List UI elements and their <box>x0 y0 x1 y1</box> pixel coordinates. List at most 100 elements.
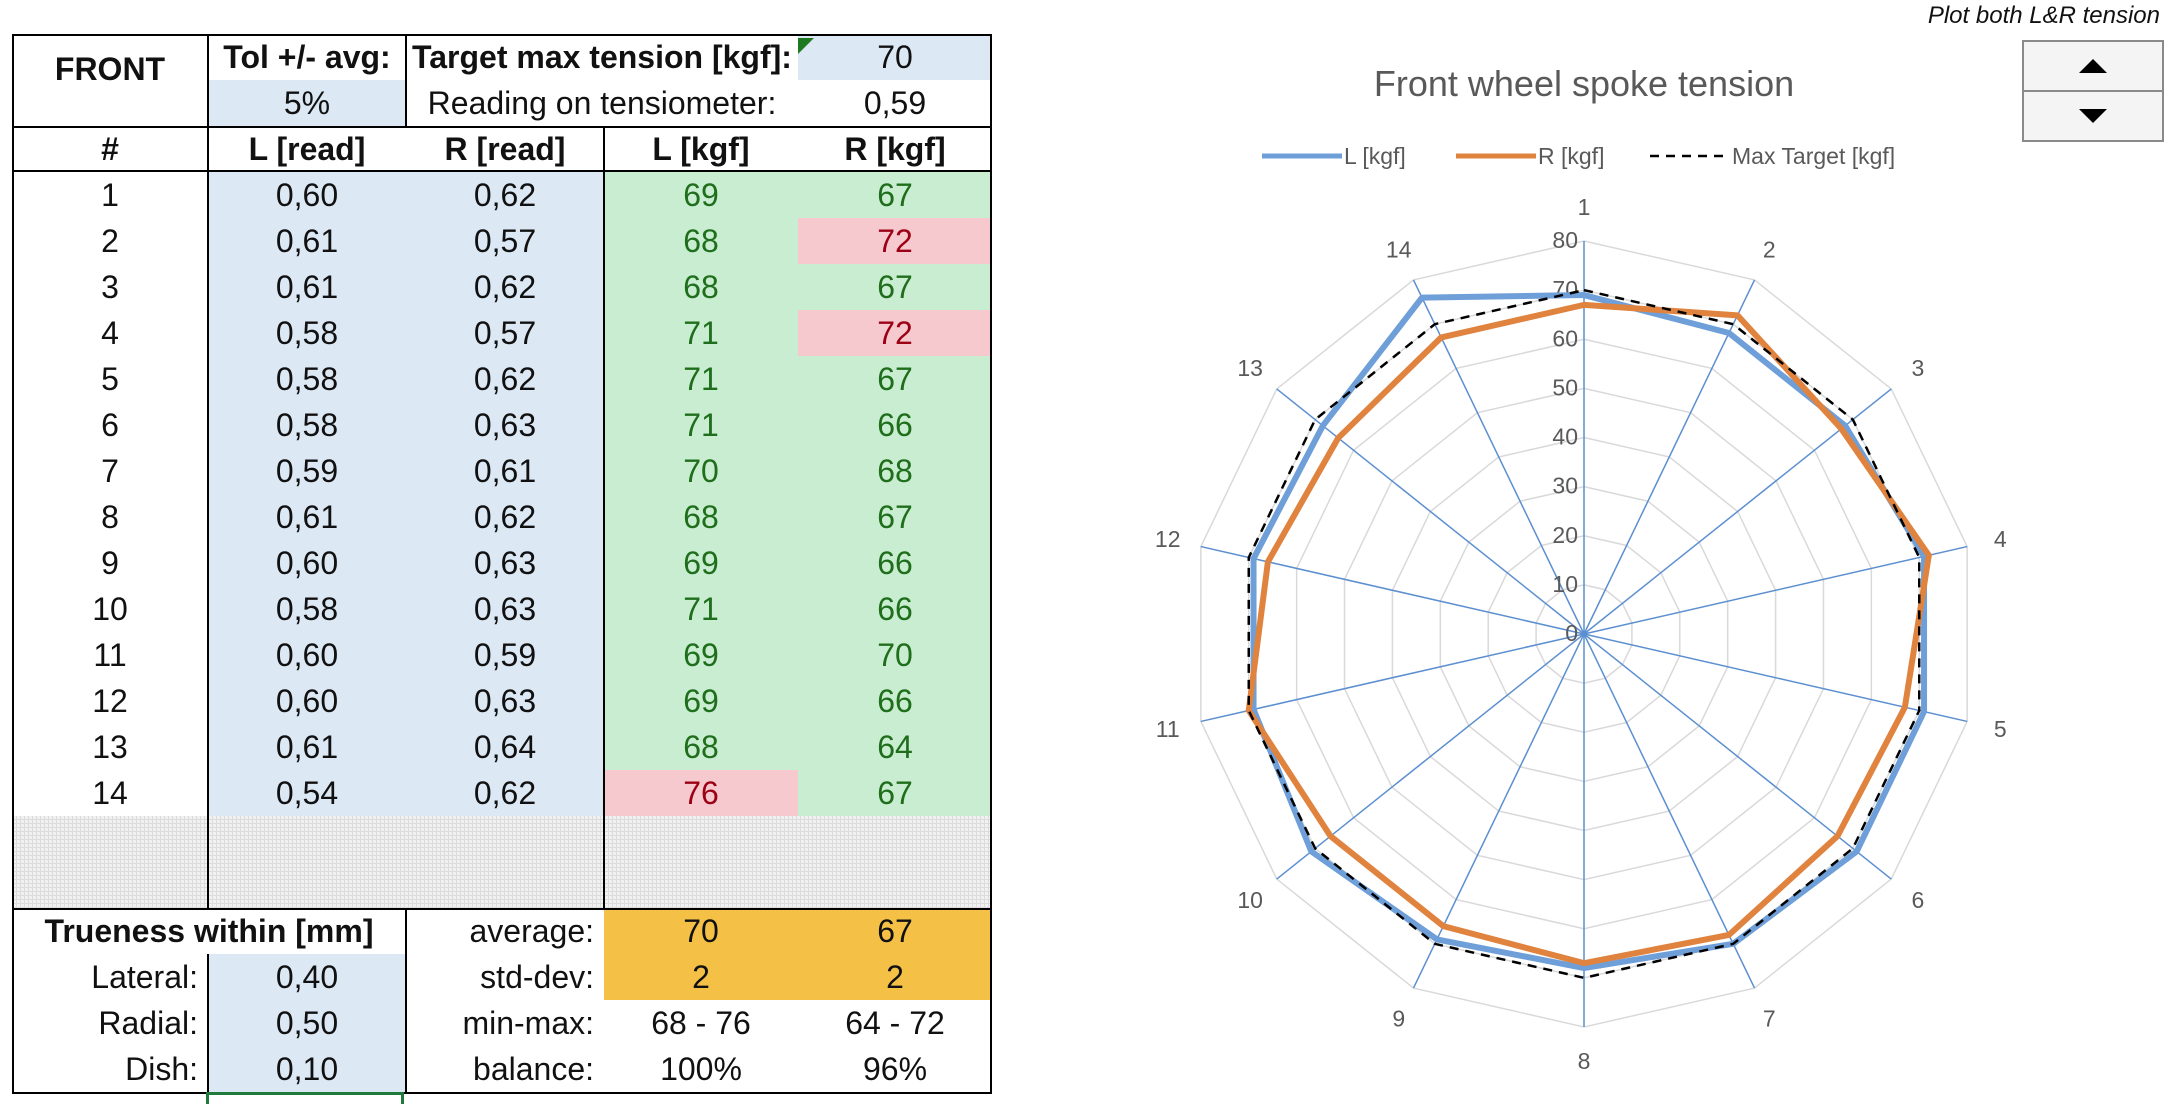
border-stats-top <box>12 908 992 910</box>
border-col3 <box>603 126 605 908</box>
l-read-cell[interactable]: 0,58 <box>208 402 406 448</box>
row-index: 1 <box>101 177 119 213</box>
l-read-cell[interactable]: 0,61 <box>208 724 406 770</box>
r-read-cell[interactable]: 0,61 <box>406 448 604 494</box>
target-value-cell[interactable]: 70 <box>798 34 992 80</box>
r-kgf-cell: 67 <box>798 172 992 218</box>
radial-tick-label: 40 <box>1552 424 1578 450</box>
plot-note: Plot both L&R tension <box>1927 2 2160 29</box>
lateral-value-cell[interactable]: 0,40 <box>208 954 406 1000</box>
tol-label: Tol +/- avg: <box>223 39 391 75</box>
l-read-cell[interactable]: 0,61 <box>208 264 406 310</box>
radial-tick-label: 0 <box>1565 620 1578 646</box>
reading-value: 0,59 <box>863 85 927 121</box>
balance-r: 96% <box>862 1051 928 1087</box>
trueness-title: Trueness within [mm] <box>44 913 374 949</box>
radial-tick-label: 60 <box>1552 325 1578 351</box>
stddev-l: 2 <box>604 954 798 1000</box>
radial-tick-label: 10 <box>1552 571 1578 597</box>
category-label: 1 <box>1578 194 1591 220</box>
radial-label: Radial: <box>98 1005 198 1041</box>
spin-down-button[interactable] <box>2024 92 2162 140</box>
category-label: 2 <box>1763 236 1776 262</box>
row-index: 14 <box>92 775 128 811</box>
stddev-r: 2 <box>798 954 992 1000</box>
l-kgf-cell: 69 <box>604 632 798 678</box>
l-read-cell[interactable]: 0,54 <box>208 770 406 816</box>
col-header-r-read: R [read] <box>444 131 566 167</box>
spin-up-button[interactable] <box>2024 42 2162 92</box>
l-kgf-cell: 69 <box>604 172 798 218</box>
category-label: 9 <box>1392 1006 1405 1032</box>
r-kgf-cell: 64 <box>798 724 992 770</box>
r-read-cell[interactable]: 0,57 <box>406 310 604 356</box>
series-target-line <box>1247 288 1921 980</box>
minmax-r: 64 - 72 <box>845 1005 945 1041</box>
border-col1 <box>207 34 209 908</box>
dish-value-cell[interactable]: 0,10 <box>208 1046 406 1092</box>
border-bottom <box>12 1092 992 1094</box>
l-kgf-cell: 68 <box>604 494 798 540</box>
r-read-cell[interactable]: 0,62 <box>406 770 604 816</box>
border-col1-bottom <box>207 954 209 1094</box>
row-index: 12 <box>92 683 128 719</box>
category-label: 5 <box>1994 716 2007 742</box>
l-read-cell[interactable]: 0,60 <box>208 678 406 724</box>
front-label: FRONT <box>54 51 166 87</box>
average-r: 67 <box>798 908 992 954</box>
border-colheader-bottom <box>12 170 992 172</box>
chart-legend: L [kgf] R [kgf] Max Target [kgf] <box>1262 143 1895 169</box>
l-read-cell[interactable]: 0,61 <box>208 218 406 264</box>
axis-spoke <box>1583 545 1968 635</box>
axis-spoke <box>1200 633 1585 723</box>
r-read-cell[interactable]: 0,63 <box>406 402 604 448</box>
legend-label: Max Target [kgf] <box>1732 143 1895 169</box>
r-read-cell[interactable]: 0,62 <box>406 494 604 540</box>
r-read-cell[interactable]: 0,63 <box>406 678 604 724</box>
l-read-cell[interactable]: 0,59 <box>208 448 406 494</box>
balance-l: 100% <box>660 1051 742 1087</box>
category-label: 3 <box>1911 355 1924 381</box>
row-index: 11 <box>93 637 127 673</box>
r-kgf-cell: 67 <box>798 770 992 816</box>
tol-value-cell[interactable]: 5% <box>208 80 406 126</box>
category-label: 6 <box>1911 887 1924 913</box>
r-read-cell[interactable]: 0,64 <box>406 724 604 770</box>
radial-tick-label: 80 <box>1552 227 1578 253</box>
axis-spoke <box>1583 633 1756 989</box>
l-read-cell[interactable]: 0,58 <box>208 586 406 632</box>
r-read-cell[interactable]: 0,62 <box>406 172 604 218</box>
r-read-cell[interactable]: 0,59 <box>406 632 604 678</box>
radial-value-cell[interactable]: 0,50 <box>208 1000 406 1046</box>
radial-tick-label: 50 <box>1552 374 1578 400</box>
row-index: 3 <box>101 269 119 305</box>
minmax-l: 68 - 76 <box>651 1005 751 1041</box>
row-index: 4 <box>101 315 119 351</box>
lateral-label: Lateral: <box>91 959 198 995</box>
r-read-cell[interactable]: 0,57 <box>406 218 604 264</box>
legend-label: L [kgf] <box>1344 143 1406 169</box>
l-read-cell[interactable]: 0,58 <box>208 356 406 402</box>
category-label: 7 <box>1763 1006 1776 1032</box>
row-index: 5 <box>101 361 119 397</box>
l-read-cell[interactable]: 0,58 <box>208 310 406 356</box>
l-read-cell[interactable]: 0,60 <box>208 632 406 678</box>
l-kgf-cell: 70 <box>604 448 798 494</box>
border-top <box>12 34 992 36</box>
r-read-cell[interactable]: 0,63 <box>406 540 604 586</box>
r-kgf-cell: 67 <box>798 494 992 540</box>
l-read-cell[interactable]: 0,60 <box>208 172 406 218</box>
r-read-cell[interactable]: 0,62 <box>406 264 604 310</box>
l-kgf-cell: 71 <box>604 356 798 402</box>
r-read-cell[interactable]: 0,62 <box>406 356 604 402</box>
l-read-cell[interactable]: 0,61 <box>208 494 406 540</box>
axis-spoke <box>1276 388 1585 635</box>
category-label: 12 <box>1155 526 1181 552</box>
l-read-cell[interactable]: 0,60 <box>208 540 406 586</box>
l-kgf-cell: 71 <box>604 402 798 448</box>
col-header-r-kgf: R [kgf] <box>844 131 946 167</box>
r-read-cell[interactable]: 0,63 <box>406 586 604 632</box>
spinner-control <box>2022 40 2164 142</box>
r-kgf-cell: 66 <box>798 586 992 632</box>
